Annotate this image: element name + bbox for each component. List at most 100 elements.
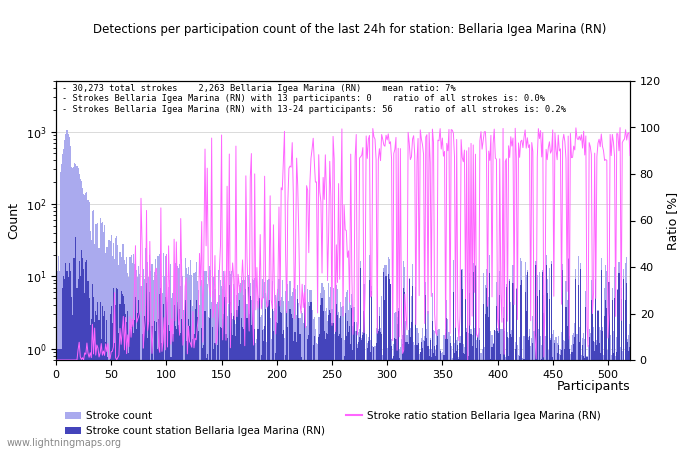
Bar [139,311,141,450]
Bar [233,316,235,450]
Bar [309,306,310,450]
Bar [420,352,421,450]
Bar [304,300,305,450]
Y-axis label: Ratio [%]: Ratio [%] [666,191,680,250]
Bar [225,297,227,450]
Bar [443,355,444,450]
Bar [302,360,304,450]
Bar [114,342,115,450]
Bar [295,289,296,450]
Bar [455,276,456,450]
Bar [103,233,104,450]
Bar [59,271,60,450]
Bar [201,328,202,450]
Bar [157,349,158,450]
Bar [285,291,286,450]
Bar [398,311,399,450]
Bar [125,314,126,450]
Bar [438,329,440,450]
Bar [144,279,145,450]
Bar [224,277,225,450]
Bar [396,317,398,450]
Bar [399,349,400,450]
Bar [452,360,453,450]
Bar [85,262,86,450]
Bar [461,269,462,450]
Bar [279,300,281,450]
Bar [332,323,334,450]
Bar [435,356,436,450]
Bar [506,287,507,450]
Bar [598,327,600,450]
Bar [430,357,432,450]
Bar [535,261,536,450]
Bar [155,331,156,450]
Stroke ratio station Bellaria Igea Marina (RN) [69,357,77,363]
Bar [526,275,527,450]
Bar [104,225,105,450]
Bar [610,355,612,450]
Bar [177,266,178,450]
Bar [413,342,414,450]
Bar [271,339,272,450]
Bar [428,356,430,450]
Bar [583,356,584,450]
Bar [254,278,256,450]
Bar [178,268,179,450]
Bar [524,292,526,450]
Bar [524,262,526,450]
Bar [487,300,488,450]
Bar [552,333,553,450]
Bar [360,261,361,450]
Bar [138,301,139,450]
Bar [436,334,438,450]
Bar [401,338,402,450]
Bar [370,340,371,450]
Bar [65,134,66,450]
Bar [160,288,162,450]
Bar [507,332,508,450]
Bar [363,311,365,450]
Bar [68,277,69,450]
Bar [174,306,175,450]
Bar [622,351,623,450]
Bar [93,297,94,450]
Bar [531,338,532,450]
Bar [109,315,111,450]
Bar [219,360,220,450]
Bar [293,342,294,450]
Bar [307,289,308,450]
Bar [556,343,558,450]
Bar [365,334,367,450]
Bar [199,360,200,450]
Bar [253,280,254,450]
Bar [74,163,76,450]
Bar [174,270,175,450]
Bar [378,331,379,450]
Bar [231,313,232,450]
Bar [78,175,80,450]
Bar [264,326,265,450]
Bar [197,317,198,450]
Bar [442,360,443,450]
Bar [503,331,505,450]
Bar [572,335,573,450]
Stroke ratio station Bellaria Igea Marina (RN) [509,135,517,141]
Bar [70,146,71,450]
Bar [168,287,169,450]
Bar [581,355,582,450]
Bar [354,307,355,450]
Bar [449,342,451,450]
Bar [339,318,340,450]
Bar [160,251,162,450]
Bar [339,333,340,450]
Bar [122,296,124,450]
Text: www.lightningmaps.org: www.lightningmaps.org [7,438,122,448]
Bar [132,320,133,450]
Bar [185,258,186,450]
Bar [621,299,622,450]
Bar [230,274,231,450]
Bar [220,327,221,450]
Bar [248,279,250,450]
Bar [395,312,396,450]
